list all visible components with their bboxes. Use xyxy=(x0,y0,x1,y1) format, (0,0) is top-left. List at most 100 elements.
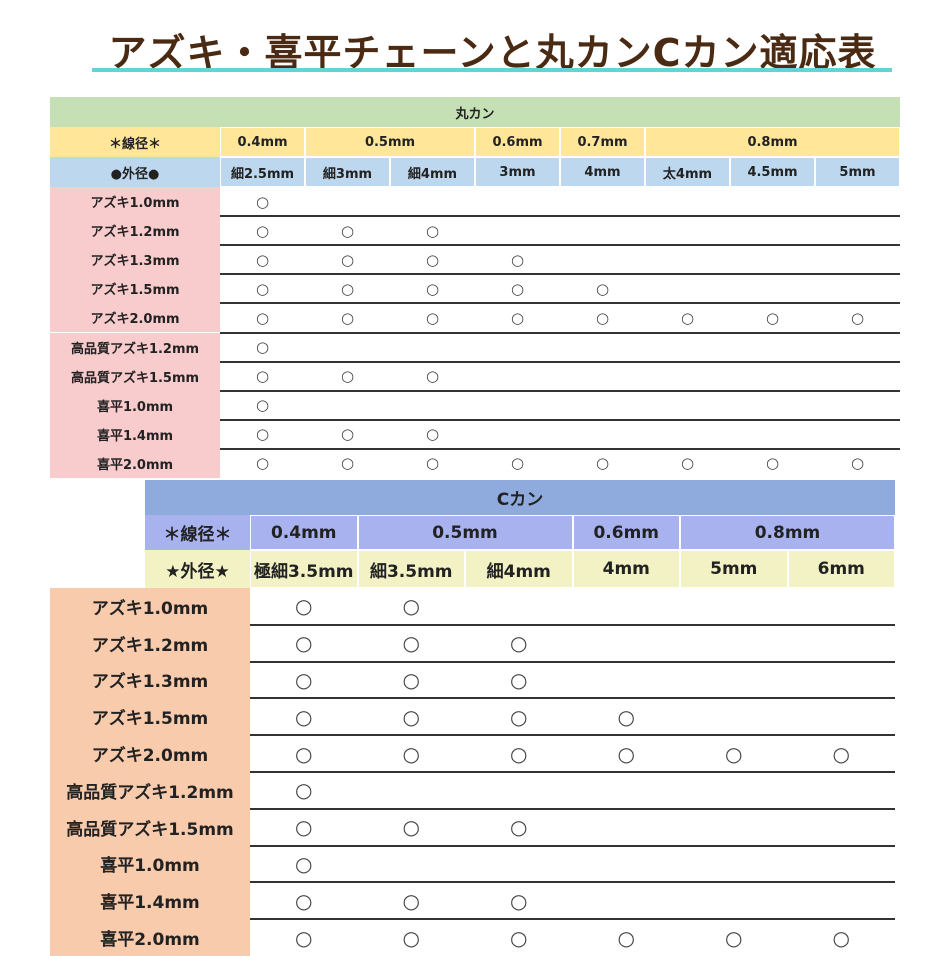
table-title: Cカン xyxy=(145,480,895,515)
outer-diameter-header: 5mm xyxy=(681,551,787,587)
chain-label: 喜平2.0mm xyxy=(50,919,250,956)
row-divider xyxy=(250,844,895,847)
wire-diameter-header: 0.4mm xyxy=(221,128,304,156)
compat-mark xyxy=(730,333,815,362)
wire-diameter-header: 0.8mm xyxy=(681,516,894,549)
compat-mark: ○ xyxy=(510,815,528,840)
compat-mark xyxy=(573,882,681,919)
compat-mark xyxy=(815,333,900,362)
compat-mark xyxy=(560,216,645,245)
chain-label: 喜平1.0mm xyxy=(50,845,250,883)
chain-label: 喜平1.0mm xyxy=(50,390,220,420)
outer-diameter-header: 4mm xyxy=(573,551,679,587)
compat-mark: ○ xyxy=(402,815,420,840)
compat-mark xyxy=(573,662,681,699)
compat-mark xyxy=(645,216,730,245)
compat-mark xyxy=(680,698,788,735)
compat-mark xyxy=(788,662,896,699)
chain-label: アズキ1.5mm xyxy=(50,274,220,304)
compat-mark xyxy=(390,333,475,362)
compat-mark: ○ xyxy=(340,454,355,473)
outer-diameter-header: 細3mm xyxy=(306,158,389,186)
wire-diameter-header: 0.8mm xyxy=(646,128,899,156)
compat-mark: ○ xyxy=(255,367,270,386)
compat-mark: ○ xyxy=(255,396,270,415)
compat-mark: ○ xyxy=(510,308,525,327)
compat-mark: ○ xyxy=(402,667,420,692)
outer-diameter-header: 細4mm xyxy=(466,551,572,587)
compat-mark xyxy=(730,420,815,449)
compat-mark xyxy=(788,882,896,919)
outer-diameter-label: ★外径★ xyxy=(145,550,250,588)
compat-mark: ○ xyxy=(255,425,270,444)
wire-diameter-header: 0.4mm xyxy=(251,516,357,549)
compat-mark xyxy=(573,809,681,846)
compat-mark xyxy=(730,187,815,216)
compat-mark: ○ xyxy=(295,594,313,619)
row-divider xyxy=(250,623,895,626)
compat-mark: ○ xyxy=(295,704,313,729)
compat-mark: ○ xyxy=(255,308,270,327)
compat-mark: ○ xyxy=(255,250,270,269)
compat-mark xyxy=(815,391,900,420)
compat-mark: ○ xyxy=(425,221,440,240)
compat-mark xyxy=(475,391,560,420)
compat-mark xyxy=(475,362,560,391)
chain-label: 高品質アズキ1.2mm xyxy=(50,332,220,362)
compat-mark: ○ xyxy=(402,925,420,950)
compat-mark: ○ xyxy=(255,192,270,211)
compat-mark: ○ xyxy=(425,279,440,298)
row-divider xyxy=(250,660,895,663)
compat-mark xyxy=(788,809,896,846)
outer-diameter-header: 太4mm xyxy=(646,158,729,186)
outer-diameter-header: 4.5mm xyxy=(731,158,814,186)
compat-mark xyxy=(730,274,815,303)
compat-mark: ○ xyxy=(340,367,355,386)
outer-diameter-header: 細2.5mm xyxy=(221,158,304,186)
row-divider xyxy=(220,302,900,305)
compat-mark xyxy=(645,362,730,391)
compat-mark xyxy=(788,772,896,809)
compat-mark xyxy=(573,846,681,883)
compat-mark xyxy=(390,187,475,216)
outer-diameter-header: 細4mm xyxy=(391,158,474,186)
wire-diameter-label: ＊線径＊ xyxy=(145,515,250,550)
outer-diameter-label: ●外径● xyxy=(50,157,220,187)
compat-mark xyxy=(730,362,815,391)
compat-mark: ○ xyxy=(832,925,850,950)
compat-mark: ○ xyxy=(510,454,525,473)
compat-mark: ○ xyxy=(510,741,528,766)
compat-mark: ○ xyxy=(425,250,440,269)
compat-mark xyxy=(788,698,896,735)
compat-mark: ○ xyxy=(295,888,313,913)
compat-mark: ○ xyxy=(765,308,780,327)
chain-label: アズキ1.5mm xyxy=(50,698,250,736)
compat-mark: ○ xyxy=(680,454,695,473)
compat-mark xyxy=(465,588,573,625)
compat-mark: ○ xyxy=(295,851,313,876)
compat-mark xyxy=(680,662,788,699)
chain-label: 喜平1.4mm xyxy=(50,419,220,449)
compat-mark xyxy=(560,333,645,362)
compat-mark: ○ xyxy=(617,925,635,950)
compat-mark xyxy=(358,772,466,809)
chain-label: アズキ2.0mm xyxy=(50,303,220,333)
compat-mark: ○ xyxy=(255,221,270,240)
compat-mark xyxy=(305,333,390,362)
compat-mark xyxy=(573,772,681,809)
compat-mark: ○ xyxy=(425,308,440,327)
compat-mark xyxy=(560,187,645,216)
compat-mark xyxy=(305,187,390,216)
compat-mark: ○ xyxy=(340,308,355,327)
compat-mark xyxy=(680,772,788,809)
compat-mark: ○ xyxy=(595,279,610,298)
compat-mark xyxy=(475,187,560,216)
compat-mark: ○ xyxy=(725,925,743,950)
chain-label: アズキ1.0mm xyxy=(50,187,220,217)
compat-mark: ○ xyxy=(402,704,420,729)
compat-mark: ○ xyxy=(510,704,528,729)
compat-mark xyxy=(475,216,560,245)
chain-label: 喜平2.0mm xyxy=(50,448,220,478)
compat-mark xyxy=(645,391,730,420)
compat-mark: ○ xyxy=(510,250,525,269)
